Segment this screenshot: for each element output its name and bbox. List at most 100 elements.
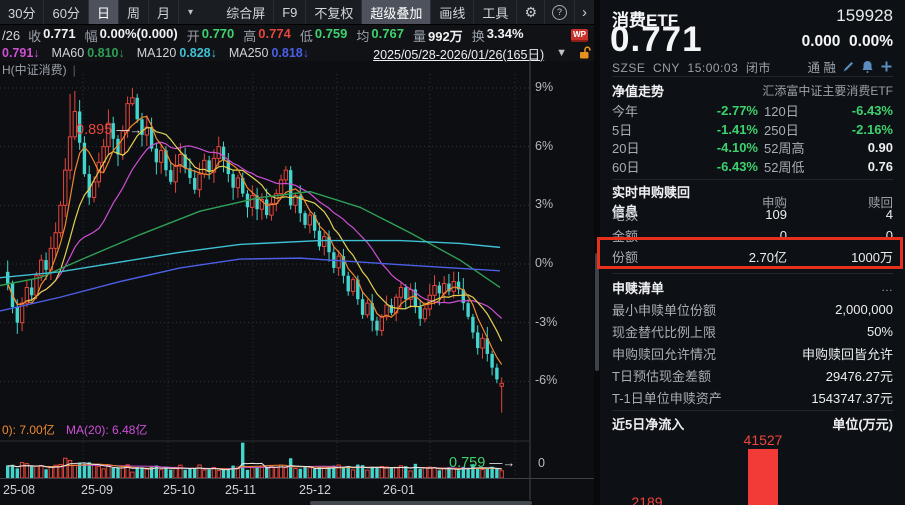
add-icon[interactable] [880, 60, 893, 73]
subscribe-value: 0 [779, 228, 787, 243]
quote-value: 0.771 [43, 25, 76, 41]
redeem-value: 0 [885, 228, 893, 243]
help-button[interactable]: ? [544, 0, 574, 24]
net-inflow-bar-chart: 2189 41527 [612, 432, 893, 505]
fund-full-name[interactable]: 汇添富中证主要消费ETF [762, 83, 893, 98]
quote-value: 0.774 [258, 25, 291, 41]
vertical-scrollbar[interactable] [595, 253, 599, 371]
x-tick-label: 25-09 [81, 483, 113, 497]
ma-item-MA120: MA120 0.828↓ [137, 46, 217, 60]
kline-chart[interactable]: H(中证消费) | 9% 6% 3% 0% -3% -6% 0): 7.00亿 MA(20)… [0, 60, 594, 505]
nav-performance-section: 净值走势 汇添富中证主要消费ETF 今年 -2.77% 120日 -6.43% 5日 -1… [612, 77, 893, 180]
chart-region: 30分 60分日周月 ▾ 综合屏 F9 不复权 超级叠加 画线 工具 ⚙ ? › /26 收… [0, 0, 595, 505]
section-title: 实时申购赎回信息 [612, 185, 691, 219]
date-range-selector[interactable]: 2025/05/28-2026/01/26(165日) [373, 47, 545, 62]
stat-label: 120日 [764, 104, 799, 119]
subscription-row-份额: 份额 2.70亿 1000万 [612, 246, 893, 267]
section-title: 申赎清单 [612, 280, 665, 296]
stat-value: -1.41% [716, 121, 758, 137]
subscribe-value: 109 [765, 207, 787, 222]
toolbar-expand-button[interactable]: › [574, 0, 594, 24]
stat-value: -2.16% [851, 121, 893, 137]
y-tick-label: 6% [535, 139, 554, 153]
list-row: T日预估现金差额 29476.27元 [612, 364, 893, 386]
quote-field-幅: 幅 0.00%(0.000) [85, 26, 178, 45]
ma-value: 0.828↓ [179, 46, 217, 60]
section-title: 近5日净流入 [612, 416, 685, 432]
help-icon: ? [552, 4, 567, 20]
period-tab-30分[interactable]: 30分 [8, 5, 36, 21]
quote-value: 0.00%(0.000) [99, 25, 178, 41]
unlock-icon[interactable] [579, 46, 592, 60]
stat-label: 250日 [764, 122, 799, 138]
quote-prefix: /26 [2, 27, 21, 43]
high-price-annotation: 0.895 —→ [76, 122, 143, 138]
more-button[interactable]: … [881, 280, 893, 294]
tool-button-F9[interactable]: F9 [273, 0, 305, 24]
nav-performance-row: 今年 -2.77% 120日 -6.43% [612, 101, 893, 120]
ma-item: 0.791↓ [2, 46, 40, 60]
quote-tools: 通 融 [808, 57, 893, 76]
highlight-box [597, 237, 903, 269]
chart-horizontal-scrollbar[interactable] [310, 501, 532, 505]
alert-bell-icon[interactable] [861, 60, 874, 73]
flow-bar-rect [748, 449, 778, 505]
quote-header: 消费ETF 159928 0.771 0.000 0.00% SZSE CNY … [610, 0, 893, 77]
settings-button[interactable]: ⚙ [516, 0, 544, 24]
column-header-redeem: 赎回 [867, 195, 893, 210]
period-tab-日[interactable]: 日 [87, 0, 118, 24]
instrument-code: 159928 [836, 6, 893, 25]
list-row: 现金替代比例上限 50% [612, 320, 893, 342]
tool-button-综合屏[interactable]: 综合屏 [226, 5, 266, 21]
period-tab-月[interactable]: 月 [147, 0, 178, 24]
quote-label: 量 [412, 28, 426, 44]
arrow-right-icon: —→ [489, 455, 516, 470]
stat-value: -4.10% [716, 140, 758, 155]
ma-name: MA250 [228, 46, 269, 60]
tool-button-超级叠加[interactable]: 超级叠加 [361, 0, 431, 24]
list-label: T-1日单位申赎资产 [612, 390, 722, 406]
list-value: 1543747.37元 [811, 390, 893, 406]
stat-value: -6.43% [716, 158, 758, 174]
list-value: 申购赎回皆允许 [801, 346, 893, 362]
quote-fields: 收 0.771 幅 0.00%(0.000) 开 0.770 高 0.774 低 0.759 均 0.… [28, 26, 524, 45]
section-title: 净值走势 [612, 83, 665, 99]
quote-value: 0.767 [371, 25, 404, 41]
volume-axis-zero: 0 [538, 456, 545, 470]
ma-name: MA60 [51, 46, 85, 60]
market-status: SZSE CNY 15:00:03 闭市 [612, 61, 771, 75]
flow-bar: 41527 [744, 432, 782, 505]
nav-performance-row: 5日 -1.41% 250日 -2.16% [612, 120, 893, 139]
tool-button-不复权[interactable]: 不复权 [305, 0, 361, 24]
period-dropdown[interactable]: ▾ [177, 0, 202, 24]
ma-item-MA60: MA60 0.810↓ [52, 46, 125, 60]
wp-flag-icon[interactable]: WP [571, 28, 588, 42]
kline-svg [0, 60, 531, 500]
arrow-right-icon: —→ [116, 122, 143, 137]
quote-info-panel: 消费ETF 159928 0.771 0.000 0.00% SZSE CNY … [600, 0, 905, 505]
price-change: 0.000 0.00% [801, 33, 893, 50]
subscribe-value: 2.70亿 [748, 250, 787, 265]
volume-ma-label: 0): 7.00亿 MA(20): 6.48亿 [2, 423, 148, 437]
stat-label: 份额 [612, 250, 639, 265]
quote-label: 换 [471, 28, 485, 44]
period-tab-60分[interactable]: 60分 [43, 0, 87, 24]
x-axis: 25-08 25-09 25-10 25-11 25-12 26-01 [0, 478, 594, 501]
tool-button-工具[interactable]: 工具 [473, 0, 516, 24]
flow-bar-label: 2189 [631, 494, 663, 505]
subscription-row-笔数: 笔数 109 4 [612, 204, 893, 225]
stat-label: 笔数 [612, 208, 639, 223]
period-tab-周[interactable]: 周 [117, 0, 148, 24]
quote-field-换: 换 3.34% [472, 26, 524, 45]
stat-label: 52周低 [764, 159, 805, 175]
edit-icon[interactable] [842, 60, 855, 73]
collapse-triangle-icon[interactable]: ▼ [556, 47, 567, 59]
tool-button-画线[interactable]: 画线 [430, 0, 473, 24]
quote-field-量: 量 992万 [413, 26, 463, 45]
stat-label: 60日 [612, 159, 640, 175]
list-label: 现金替代比例上限 [612, 324, 717, 340]
ma-item-MA250: MA250 0.818↓ [229, 46, 309, 60]
quote-label: 高 [243, 28, 257, 44]
list-value: 50% [866, 323, 893, 339]
